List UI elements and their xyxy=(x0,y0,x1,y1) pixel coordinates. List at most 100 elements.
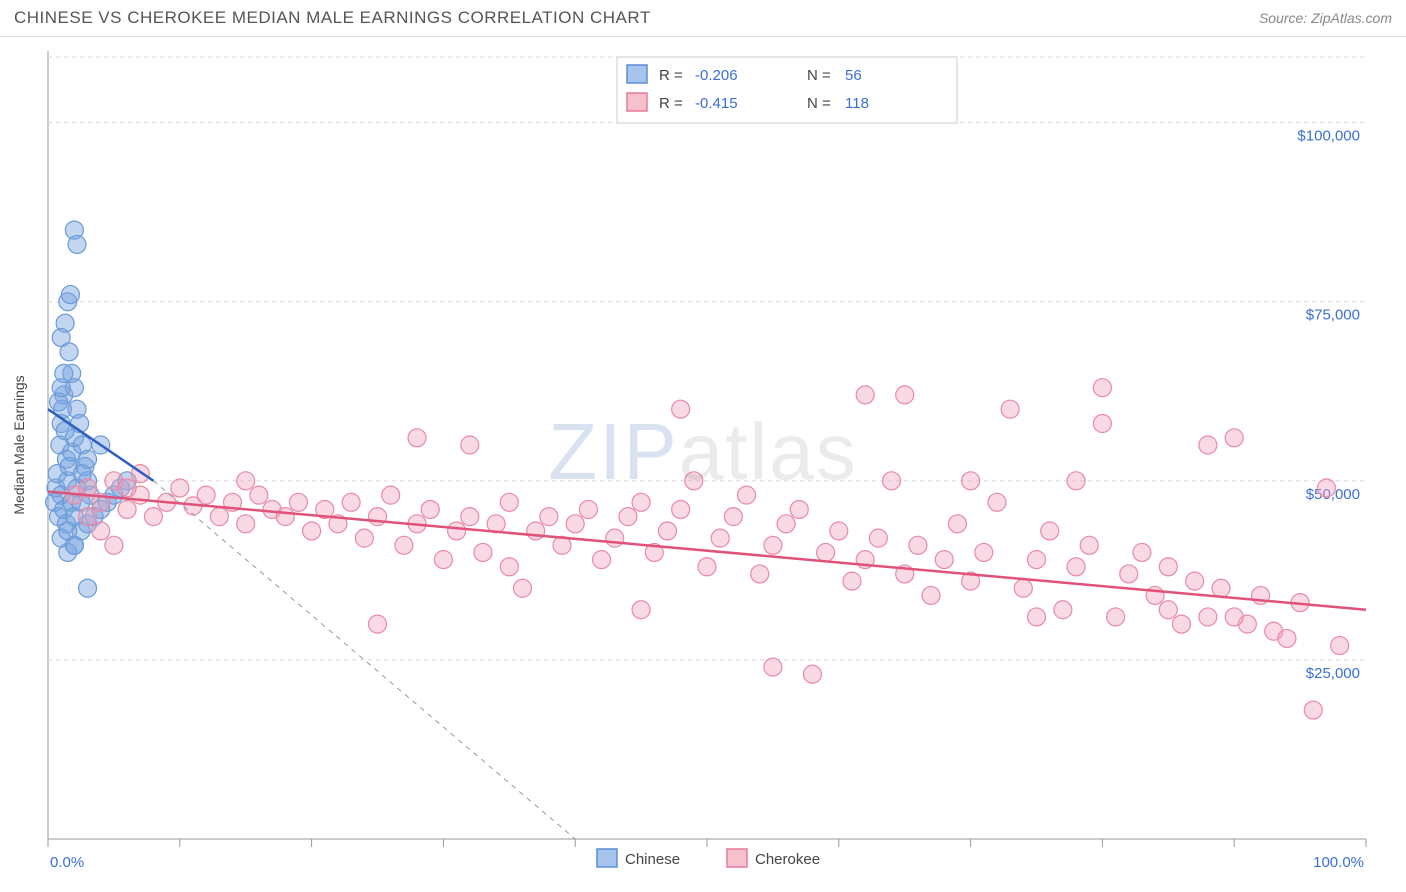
data-point xyxy=(68,235,86,253)
y-tick-label: $100,000 xyxy=(1297,128,1360,145)
data-point xyxy=(448,522,466,540)
data-point xyxy=(1304,701,1322,719)
data-point xyxy=(1317,479,1335,497)
data-point xyxy=(922,586,940,604)
data-point xyxy=(1054,601,1072,619)
data-point xyxy=(500,558,518,576)
data-point xyxy=(461,436,479,454)
data-point xyxy=(1172,615,1190,633)
data-point xyxy=(527,522,545,540)
data-point xyxy=(1107,608,1125,626)
data-point xyxy=(395,536,413,554)
data-point xyxy=(237,472,255,490)
data-point xyxy=(869,529,887,547)
data-point xyxy=(1001,400,1019,418)
data-point xyxy=(948,515,966,533)
data-point xyxy=(1186,572,1204,590)
data-point xyxy=(883,472,901,490)
data-point xyxy=(144,508,162,526)
series-legend: Chinese Cherokee xyxy=(597,849,820,868)
data-point xyxy=(61,286,79,304)
data-point xyxy=(118,479,136,497)
data-point xyxy=(711,529,729,547)
data-point xyxy=(909,536,927,554)
svg-text:56: 56 xyxy=(845,67,862,84)
data-point xyxy=(1133,543,1151,561)
data-point xyxy=(817,543,835,561)
data-point xyxy=(632,493,650,511)
data-point xyxy=(118,500,136,518)
data-point xyxy=(60,343,78,361)
data-point xyxy=(777,515,795,533)
data-point xyxy=(1067,472,1085,490)
data-point xyxy=(210,508,228,526)
data-point xyxy=(1225,429,1243,447)
data-point xyxy=(1159,601,1177,619)
data-point xyxy=(962,472,980,490)
legend-label: Chinese xyxy=(625,851,680,868)
data-point xyxy=(1199,436,1217,454)
data-point xyxy=(65,536,83,554)
data-point xyxy=(1278,629,1296,647)
y-tick-label: $75,000 xyxy=(1306,307,1360,324)
data-point xyxy=(856,386,874,404)
data-point xyxy=(764,536,782,554)
svg-text:N =: N = xyxy=(807,67,831,84)
data-point xyxy=(988,493,1006,511)
data-point xyxy=(1212,579,1230,597)
data-point xyxy=(579,500,597,518)
data-point xyxy=(369,508,387,526)
data-point xyxy=(672,500,690,518)
svg-text:R =: R = xyxy=(659,67,683,84)
data-point xyxy=(593,551,611,569)
data-point xyxy=(250,486,268,504)
data-point xyxy=(408,429,426,447)
data-point xyxy=(1080,536,1098,554)
chart-source: Source: ZipAtlas.com xyxy=(1259,10,1392,26)
data-point xyxy=(92,522,110,540)
data-point xyxy=(1014,579,1032,597)
data-point xyxy=(738,486,756,504)
svg-text:R =: R = xyxy=(659,95,683,112)
data-point xyxy=(382,486,400,504)
data-point xyxy=(79,508,97,526)
data-point xyxy=(935,551,953,569)
data-point xyxy=(975,543,993,561)
data-point xyxy=(698,558,716,576)
data-point xyxy=(1093,415,1111,433)
data-point xyxy=(197,486,215,504)
data-point xyxy=(724,508,742,526)
trend-line xyxy=(48,492,1366,610)
data-point xyxy=(1225,608,1243,626)
data-point xyxy=(474,543,492,561)
data-point xyxy=(830,522,848,540)
data-point xyxy=(1028,608,1046,626)
data-point xyxy=(1331,637,1349,655)
data-point xyxy=(843,572,861,590)
data-point xyxy=(672,400,690,418)
data-point xyxy=(369,615,387,633)
data-point xyxy=(658,522,676,540)
data-point xyxy=(764,658,782,676)
data-point xyxy=(500,493,518,511)
data-point xyxy=(803,665,821,683)
scatter-chart: $25,000$50,000$75,000$100,0000.0%100.0%M… xyxy=(0,37,1406,885)
data-point xyxy=(1093,379,1111,397)
data-point xyxy=(540,508,558,526)
x-max-label: 100.0% xyxy=(1313,854,1364,871)
data-point xyxy=(171,479,189,497)
y-tick-label: $25,000 xyxy=(1306,665,1360,682)
data-point xyxy=(1067,558,1085,576)
data-point xyxy=(79,579,97,597)
legend-label: Cherokee xyxy=(755,851,820,868)
data-point xyxy=(342,493,360,511)
data-point xyxy=(434,551,452,569)
data-point xyxy=(751,565,769,583)
correlation-legend: R =-0.206N =56R =-0.415N =118 xyxy=(617,57,957,123)
chart-title: CHINESE VS CHEROKEE MEDIAN MALE EARNINGS… xyxy=(14,8,651,28)
data-point xyxy=(276,508,294,526)
y-axis-label: Median Male Earnings xyxy=(11,375,27,514)
data-point xyxy=(105,536,123,554)
chart-header: CHINESE VS CHEROKEE MEDIAN MALE EARNINGS… xyxy=(0,0,1406,37)
svg-text:-0.206: -0.206 xyxy=(695,67,738,84)
